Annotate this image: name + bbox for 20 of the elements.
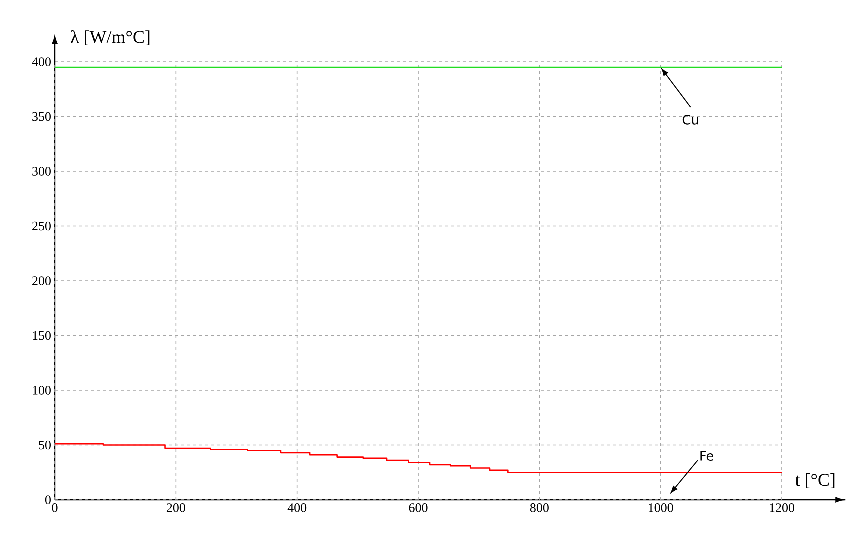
y-tick-label: 50 — [39, 440, 51, 450]
y-tick-label: 0 — [45, 496, 51, 504]
x-tick-label: 400 — [288, 504, 307, 512]
x-axis-title: t [°C] — [795, 474, 835, 488]
annotation: Cu — [682, 115, 698, 125]
x-tick-label: 1000 — [648, 504, 674, 512]
y-tick-label: 350 — [32, 112, 51, 122]
x-tick-label: 600 — [409, 504, 428, 512]
y-tick-label: 150 — [33, 331, 51, 340]
y-tick-label: 300 — [32, 167, 51, 176]
y-tick-label: 100 — [33, 386, 51, 395]
y-tick-label: 400 — [32, 58, 51, 66]
y-tick-label: 200 — [32, 276, 51, 286]
x-tick-label: 800 — [530, 504, 549, 512]
x-tick-label: 1200 — [770, 504, 795, 512]
y-tick-label: 250 — [32, 222, 51, 231]
y-axis-title: λ [W/m°C] — [71, 30, 150, 46]
annotation: Fe — [700, 451, 714, 461]
x-tick-label: 0 — [52, 504, 58, 512]
x-tick-label: 200 — [166, 504, 186, 512]
